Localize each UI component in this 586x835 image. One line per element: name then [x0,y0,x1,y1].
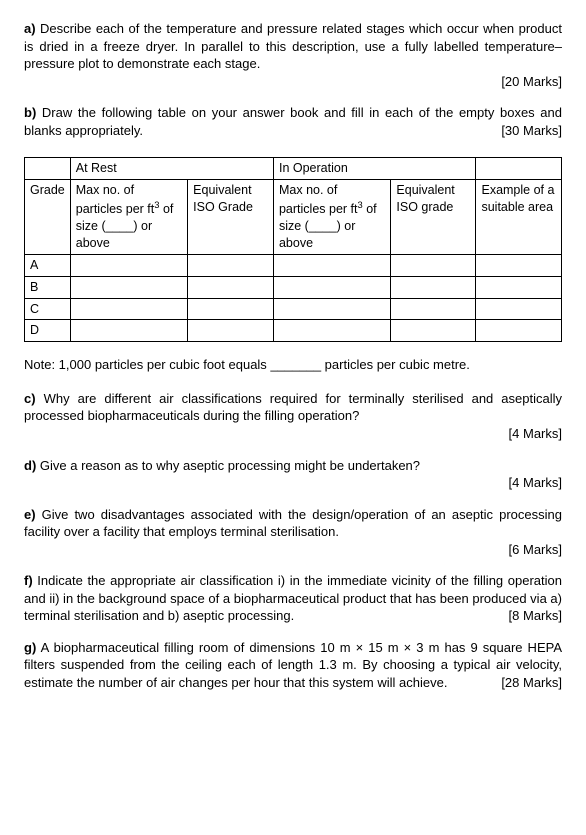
note: Note: 1,000 particles per cubic foot equ… [24,356,562,374]
note-blank: _______ [270,357,321,372]
th-op-max: Max no. of particles per ft3 of size (__… [273,180,390,255]
th-rest-iso: Equivalent ISO Grade [188,180,274,255]
label-e: e) [24,507,36,522]
table-header-top: At Rest In Operation [25,158,562,180]
text-b: Draw the following table on your answer … [24,105,562,138]
text-c: Why are different air classifications re… [24,391,562,424]
question-b: b) Draw the following table on your answ… [24,104,562,139]
th-example: Example of a suitable area [476,180,562,255]
grade-C: C [25,298,71,320]
marks-b: [30 Marks] [501,122,562,140]
question-a: a) Describe each of the temperature and … [24,20,562,90]
classification-table: At Rest In Operation Grade Max no. of pa… [24,157,562,342]
label-c: c) [24,391,36,406]
question-f: f) Indicate the appropriate air classifi… [24,572,562,625]
table-header-main: Grade Max no. of particles per ft3 of si… [25,180,562,255]
label-f: f) [24,573,33,588]
grade-B: B [25,276,71,298]
note-pre: Note: 1,000 particles per cubic foot equ… [24,357,270,372]
question-g: g) A biopharmaceutical filling room of d… [24,639,562,692]
grade-A: A [25,254,71,276]
label-a: a) [24,21,36,36]
marks-c: [4 Marks] [24,425,562,443]
th-in-operation: In Operation [273,158,476,180]
marks-f: [8 Marks] [509,607,562,625]
text-d: Give a reason as to why aseptic processi… [40,458,420,473]
th-blank-right [476,158,562,180]
th-grade: Grade [25,180,71,255]
text-e: Give two disadvantages associated with t… [24,507,562,540]
label-b: b) [24,105,36,120]
grade-D: D [25,320,71,342]
text-f: Indicate the appropriate air classificat… [24,573,562,623]
th-rest-max: Max no. of particles per ft3 of size (__… [70,180,187,255]
marks-e: [6 Marks] [24,541,562,559]
table-row: A [25,254,562,276]
question-c: c) Why are different air classifications… [24,390,562,443]
note-post: particles per cubic metre. [321,357,470,372]
question-e: e) Give two disadvantages associated wit… [24,506,562,559]
marks-a: [20 Marks] [24,73,562,91]
th-at-rest: At Rest [70,158,273,180]
text-a: Describe each of the temperature and pre… [24,21,562,71]
label-g: g) [24,640,36,655]
label-d: d) [24,458,36,473]
table-row: B [25,276,562,298]
table-row: C [25,298,562,320]
marks-g: [28 Marks] [501,674,562,692]
table-row: D [25,320,562,342]
text-g: A biopharmaceutical filling room of dime… [24,640,562,690]
question-d: d) Give a reason as to why aseptic proce… [24,457,562,492]
th-op-iso: Equivalent ISO grade [391,180,476,255]
marks-d: [4 Marks] [24,474,562,492]
th-blank [25,158,71,180]
